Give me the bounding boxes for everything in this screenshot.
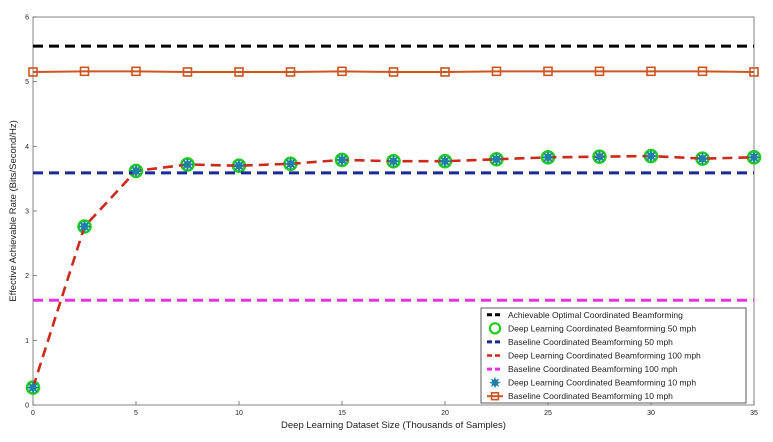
- x-tick-label: 20: [441, 410, 449, 417]
- x-tick-label: 0: [31, 410, 35, 417]
- data-point-star: [747, 150, 761, 165]
- plot-area: [25, 44, 762, 395]
- x-axis-label: Deep Learning Dataset Size (Thousands of…: [281, 420, 506, 431]
- data-point-star: [129, 164, 143, 178]
- data-point-star: [386, 154, 401, 168]
- y-tick-label: 6: [25, 15, 29, 22]
- data-point-square: [285, 67, 296, 77]
- data-point-square: [646, 66, 656, 77]
- series-line: [32, 70, 755, 73]
- legend-swatch-marker: [489, 376, 501, 389]
- x-tick-label: 5: [134, 410, 138, 417]
- legend-label: Baseline Coordinated Beamforming 100 mph: [508, 364, 678, 374]
- data-point-square: [79, 66, 90, 77]
- legend-entry: Deep Learning Coordinated Beamforming 10…: [489, 376, 696, 389]
- data-point-square: [697, 66, 708, 77]
- data-point-square: [594, 66, 605, 77]
- series-7: [28, 66, 759, 77]
- legend-entry: Baseline Coordinated Beamforming 10 mph: [487, 391, 673, 401]
- data-point-square: [543, 66, 553, 77]
- data-point-star: [541, 150, 555, 165]
- legend-entry: Deep Learning Coordinated Beamforming 50…: [488, 322, 696, 335]
- data-point-star: [644, 149, 658, 163]
- data-point-square: [388, 67, 399, 77]
- legend-label: Deep Learning Coordinated Beamforming 10…: [508, 378, 696, 388]
- y-tick-label: 1: [25, 338, 29, 345]
- legend-label: Deep Learning Coordinated Beamforming 50…: [508, 323, 696, 333]
- data-point-square: [440, 67, 450, 77]
- data-point-star: [438, 154, 452, 168]
- data-point-star: [489, 152, 504, 166]
- data-point-square: [28, 67, 38, 77]
- data-point-star: [26, 380, 40, 395]
- data-point-star: [77, 219, 92, 234]
- data-point-star: [232, 159, 246, 173]
- legend-label: Baseline Coordinated Beamforming 50 mph: [508, 337, 673, 347]
- legend-label: Deep Learning Coordinated Beamforming 10…: [508, 351, 701, 361]
- legend: Achievable Optimal Coordinated Beamformi…: [480, 307, 747, 404]
- series-6: [26, 149, 761, 395]
- y-tick-label: 2: [25, 273, 29, 280]
- legend-swatch-marker: [488, 322, 502, 335]
- legend-entry: Baseline Coordinated Beamforming 100 mph: [487, 364, 678, 374]
- data-point-star: [335, 153, 349, 167]
- data-point-square: [491, 66, 502, 77]
- data-point-star: [180, 157, 195, 172]
- data-point-star: [283, 157, 298, 171]
- tick-labels: 0 5 10 15 20 25 30 35 0 1 2 3 4 5 6: [25, 15, 758, 418]
- y-tick-label: 0: [25, 403, 29, 410]
- data-point-square: [234, 67, 244, 77]
- legend-swatch-marker: [490, 392, 500, 401]
- legend-box: [480, 307, 747, 404]
- data-point-square: [182, 67, 193, 77]
- y-tick-label: 5: [25, 79, 29, 86]
- x-tick-label: 10: [235, 410, 243, 417]
- data-point-star: [592, 149, 607, 164]
- x-tick-label: 30: [647, 410, 655, 417]
- y-tick-label: 3: [25, 209, 29, 216]
- data-point-square: [337, 66, 347, 77]
- data-point-square: [749, 67, 759, 77]
- x-tick-label: 25: [544, 410, 552, 417]
- x-tick-label: 35: [750, 410, 758, 417]
- legend-label: Achievable Optimal Coordinated Beamformi…: [508, 310, 683, 320]
- legend-label: Baseline Coordinated Beamforming 10 mph: [508, 391, 673, 401]
- legend-entry: Achievable Optimal Coordinated Beamformi…: [487, 310, 683, 320]
- y-axis-label: Effective Achievable Rate (Bits/Second/H…: [8, 120, 19, 301]
- data-point-star: [695, 151, 710, 166]
- legend-entry: Baseline Coordinated Beamforming 50 mph: [487, 337, 673, 347]
- x-tick-label: 15: [338, 410, 346, 417]
- y-tick-label: 4: [25, 144, 29, 151]
- data-point-square: [131, 66, 141, 77]
- legend-entry: Deep Learning Coordinated Beamforming 10…: [487, 351, 701, 361]
